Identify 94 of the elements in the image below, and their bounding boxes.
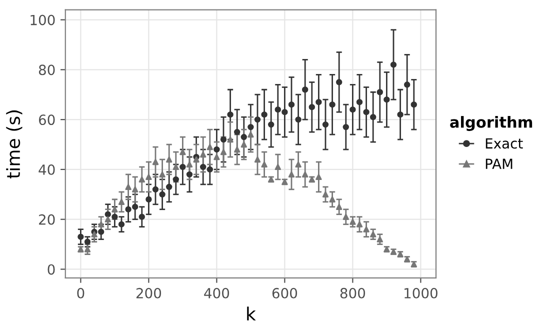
point (295, 161, 302, 168)
point (295, 116, 302, 123)
point (206, 166, 213, 173)
x-tick-label: 600 (272, 288, 298, 298)
point (193, 156, 200, 163)
point (288, 101, 295, 108)
point (159, 171, 166, 178)
point (118, 198, 125, 205)
point (159, 191, 166, 198)
point (350, 106, 356, 113)
point (302, 171, 308, 178)
point (336, 79, 342, 86)
point (376, 236, 383, 242)
legend-label: PAM (486, 158, 512, 169)
point (316, 174, 322, 180)
point (240, 134, 247, 140)
point (146, 174, 152, 180)
point (214, 146, 220, 153)
point (336, 204, 342, 210)
point (261, 161, 268, 168)
point (356, 221, 363, 228)
point (261, 111, 268, 118)
point (186, 171, 193, 178)
point (91, 231, 98, 238)
point (282, 108, 288, 116)
point (240, 141, 247, 148)
point (166, 184, 172, 190)
legend-title: algorithm (450, 116, 532, 131)
point (138, 176, 145, 183)
point (390, 62, 397, 68)
point (152, 186, 159, 192)
x-tick-label: 200 (136, 288, 162, 298)
point (329, 101, 336, 108)
y-tick-label: 0 (48, 264, 55, 275)
point (125, 184, 132, 190)
point (384, 96, 390, 103)
point (78, 234, 84, 240)
point (397, 111, 404, 118)
y-axis-title: time (s) (6, 110, 22, 178)
y-tick-label: 100 (30, 14, 55, 26)
point (363, 226, 370, 232)
point (166, 156, 172, 163)
x-axis-title: k (247, 306, 256, 320)
point (308, 104, 315, 110)
point (180, 164, 186, 170)
point (288, 171, 295, 178)
point (118, 221, 125, 228)
point (322, 191, 329, 198)
point (248, 124, 254, 130)
point (214, 154, 220, 160)
point (220, 148, 227, 156)
point (254, 116, 261, 123)
point (200, 151, 206, 158)
y-tick-label: 40 (38, 164, 55, 175)
point (186, 161, 193, 168)
point (274, 164, 281, 170)
point (206, 144, 213, 150)
point (370, 114, 376, 120)
point (234, 146, 240, 153)
point (152, 158, 159, 166)
point (342, 214, 349, 220)
point (322, 121, 329, 128)
point (254, 156, 261, 163)
point (316, 99, 322, 106)
y-tick-label: 20 (39, 214, 55, 225)
legend-label: Exact (486, 138, 523, 149)
point (248, 131, 254, 138)
point (350, 218, 356, 225)
x-tick-label: 800 (340, 288, 366, 298)
point (410, 101, 417, 108)
point (274, 106, 281, 113)
point (138, 214, 145, 220)
point (268, 121, 274, 128)
x-tick-label: 400 (204, 288, 230, 298)
point (302, 86, 308, 93)
point (146, 196, 152, 202)
point (370, 231, 376, 238)
point (356, 99, 363, 106)
point (342, 124, 349, 130)
point (227, 111, 234, 118)
point (404, 82, 410, 88)
y-tick-label: 80 (38, 64, 55, 76)
y-tick-label: 60 (38, 114, 55, 126)
point (329, 196, 336, 202)
point (125, 206, 132, 212)
point (132, 186, 138, 192)
x-tick-label: 1000 (404, 288, 438, 298)
point (104, 211, 111, 218)
point (104, 216, 111, 222)
point (132, 204, 138, 210)
point (363, 108, 370, 116)
x-tick-label: 0 (77, 288, 84, 298)
point (376, 89, 383, 96)
point (200, 164, 206, 170)
